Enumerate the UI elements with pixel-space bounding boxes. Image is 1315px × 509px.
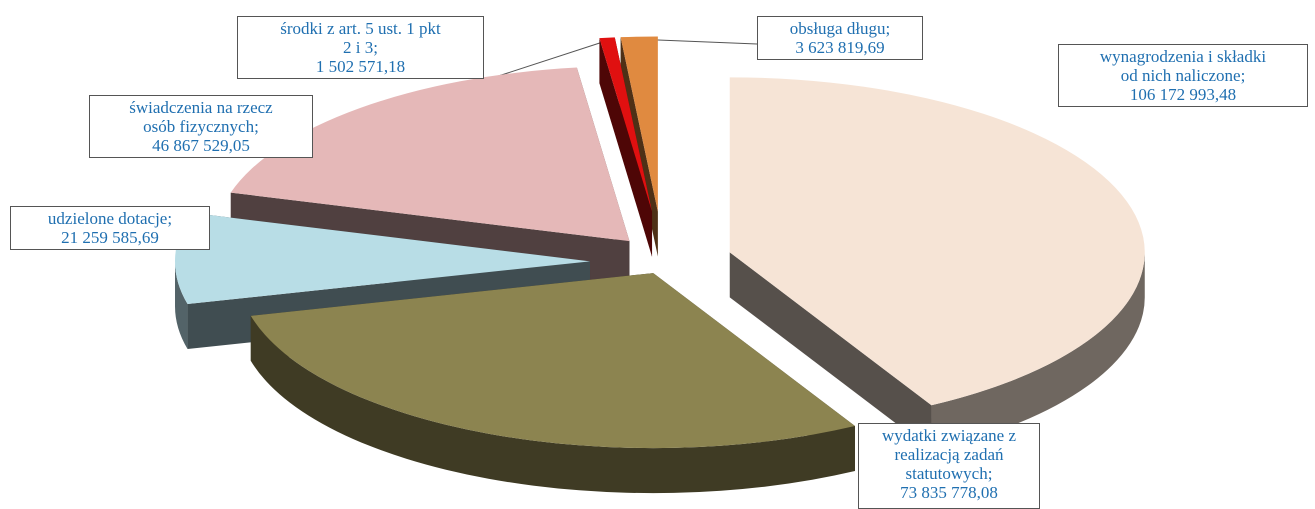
pie-slice-2 [175,212,591,305]
pie-slice-1 [250,273,855,449]
label-wynagrodzenia-line1: wynagrodzenia i składki [1099,47,1267,66]
label-dotacje-line1: udzielone dotacje; [47,209,173,228]
label-srodki-value: 1 502 571,18 [315,57,406,76]
pie-slice-side-0-0 [931,252,1145,451]
label-dotacje-value: 21 259 585,69 [61,228,159,247]
label-wynagrodzenia-value: 106 172 993,48 [1129,85,1237,104]
label-srodki-line1: środki z art. 5 ust. 1 pkt [280,19,441,38]
label-wydatki: wydatki związane z realizacją zadań stat… [858,423,1040,509]
label-obsluga-line1: obsługa długu; [789,19,891,38]
label-wynagrodzenia-line2: od nich naliczone; [1120,66,1246,85]
label-srodki: środki z art. 5 ust. 1 pkt 2 i 3; 1 502 … [237,16,484,79]
pie-slice-side-2-0 [175,261,188,350]
pie-slice-4 [599,37,653,212]
label-obsluga: obsługa długu; 3 623 819,69 [757,16,923,60]
leader-line-5 [639,38,758,45]
pie-slice-0 [729,77,1145,406]
label-srodki-line2: 2 i 3; [343,38,378,57]
label-swiadczenia-line2: osób fizycznych; [143,117,259,136]
pie-slice-wall2-0 [729,252,932,451]
label-wydatki-line3: statutowych; [905,464,993,483]
label-wydatki-line2: realizacją zadań [894,445,1004,464]
label-wydatki-line1: wydatki związane z [881,426,1017,445]
pie-slice-3 [230,67,630,242]
pie-slice-5 [620,36,658,212]
label-swiadczenia-value: 46 867 529,05 [152,136,250,155]
label-wynagrodzenia: wynagrodzenia i składki od nich naliczon… [1058,44,1308,107]
label-obsluga-value: 3 623 819,69 [795,38,885,57]
label-dotacje: udzielone dotacje; 21 259 585,69 [10,206,210,250]
pie-slice-wall-4 [599,38,653,257]
pie-slice-side-1-0 [250,315,855,494]
label-swiadczenia-line1: świadczenia na rzecz [129,98,273,117]
label-wydatki-value: 73 835 778,08 [900,483,998,502]
label-swiadczenia: świadczenia na rzecz osób fizycznych; 46… [89,95,313,158]
